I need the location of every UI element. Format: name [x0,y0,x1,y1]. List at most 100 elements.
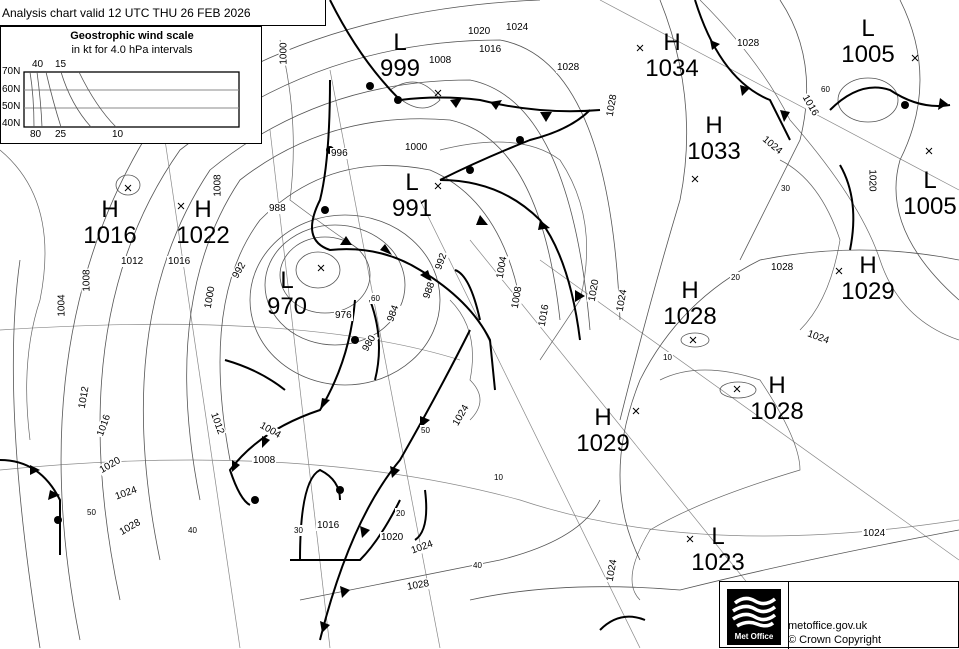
pressure-centre-low: L 1005 [903,168,956,220]
pressure-centre-high: H 1029 [841,253,894,305]
isobar-label: 1012 [120,256,145,267]
isobar-label: 1004 [56,293,68,318]
system-type: L [393,29,407,56]
copyright: © Crown Copyright [788,634,882,646]
scale-label: 80 [30,129,42,140]
logo-text: Met Office [734,632,774,641]
lat-label: 30 [293,525,304,536]
wind-scale-graph [23,71,240,128]
pressure-centre-high: H 1034 [645,30,698,82]
pressure-centre-low: L 1023 [691,524,744,576]
system-pressure: 1023 [691,549,745,576]
system-pressure: 1029 [841,278,895,305]
footer: Met Office metoffice.gov.uk © Crown Copy… [719,581,959,649]
system-pressure: 1016 [83,222,137,249]
lat-50n: 50N [2,101,21,112]
system-pressure: 991 [391,195,433,222]
lat-label: 10 [493,472,504,483]
pressure-centre-low: L 1005 [841,16,894,68]
pressure-centre-high: H 1029 [576,405,629,457]
lat-label: 40 [187,525,198,536]
isobar-label: 1024 [505,22,530,33]
system-type: L [280,267,294,294]
isobar-label: 988 [268,203,287,214]
scale-label: 10 [112,129,124,140]
lat-label: 20 [730,272,741,283]
divider [788,582,789,649]
pressure-centre-low: L 991 [392,170,432,222]
system-pressure: 1028 [663,303,717,330]
coastlines [0,0,959,601]
system-type: H [594,404,612,431]
lat-40n: 40N [2,118,21,129]
isobar-label: 1008 [212,173,224,198]
wind-scale-subtitle: in kt for 4.0 hPa intervals [71,44,193,56]
isobar-label: 996 [330,148,349,159]
lat-label: 10 [662,352,673,363]
pressure-centre-high: H 1028 [663,278,716,330]
system-type: H [859,252,877,279]
system-pressure: 1005 [903,193,957,220]
isobar-label: 1000 [278,41,290,66]
system-type: H [681,277,699,304]
chart-title: Analysis chart valid 12 UTC THU 26 FEB 2… [0,0,326,26]
scale-label: 40 [32,59,44,70]
isobar-label: 1008 [428,55,453,66]
lat-label: 60 [370,293,381,304]
system-type: L [405,169,419,196]
lat-label: 50 [86,507,97,518]
system-pressure: 1034 [645,55,699,82]
isobar-label: 1008 [252,455,277,466]
system-type: H [101,196,119,223]
isobar-label: 1028 [736,38,761,49]
website-link[interactable]: metoffice.gov.uk [788,620,868,632]
isobar-label: 1020 [866,168,878,193]
lat-label: 40 [472,560,483,571]
scale-label: 15 [55,59,67,70]
lat-label: 30 [780,183,791,194]
pressure-centre-high: H 1033 [687,113,740,165]
system-type: L [861,15,875,42]
met-office-logo: Met Office [727,589,781,645]
isobar-label: 1028 [556,62,581,73]
isobar-label: 1028 [770,262,795,273]
system-type: H [705,112,723,139]
pressure-centre-high: H 1022 [176,197,229,249]
pressure-centre-low: L 999 [380,30,420,82]
isobar-label: 1008 [81,268,93,293]
lat-70n: 70N [2,66,21,77]
isobar-label: 1020 [380,532,405,543]
system-pressure: 1022 [176,222,230,249]
system-pressure: 1029 [576,430,630,457]
system-pressure: 999 [379,55,421,82]
system-type: H [768,372,786,399]
system-type: H [194,196,212,223]
isobar-label: 1000 [404,142,429,153]
geostrophic-wind-scale: Geostrophic wind scale in kt for 4.0 hPa… [0,26,262,144]
system-pressure: 1005 [841,41,895,68]
scale-label: 25 [55,129,67,140]
isobar-label: 1016 [167,256,192,267]
pressure-centre-high: H 1028 [750,373,803,425]
isobar-label: 1020 [467,26,492,37]
isobar-label: 1016 [478,44,503,55]
lat-label: 50 [420,425,431,436]
isobar-label: 1016 [316,520,341,531]
lat-60n: 60N [2,84,21,95]
system-type: L [923,167,937,194]
centre-crosses [124,44,933,543]
isobar-label: 976 [334,310,353,321]
system-pressure: 1028 [750,398,804,425]
pressure-centre-high: H 1016 [83,197,136,249]
pressure-centre-low: L 970 [267,268,307,320]
system-type: H [663,29,681,56]
lat-label: 20 [395,508,406,519]
wind-scale-title: Geostrophic wind scale [70,30,194,42]
lat-label: 60 [820,84,831,95]
system-pressure: 1033 [687,138,741,165]
waves-icon [732,596,777,628]
system-pressure: 970 [266,293,308,320]
isobar-label: 1024 [862,528,887,539]
system-type: L [711,523,725,550]
